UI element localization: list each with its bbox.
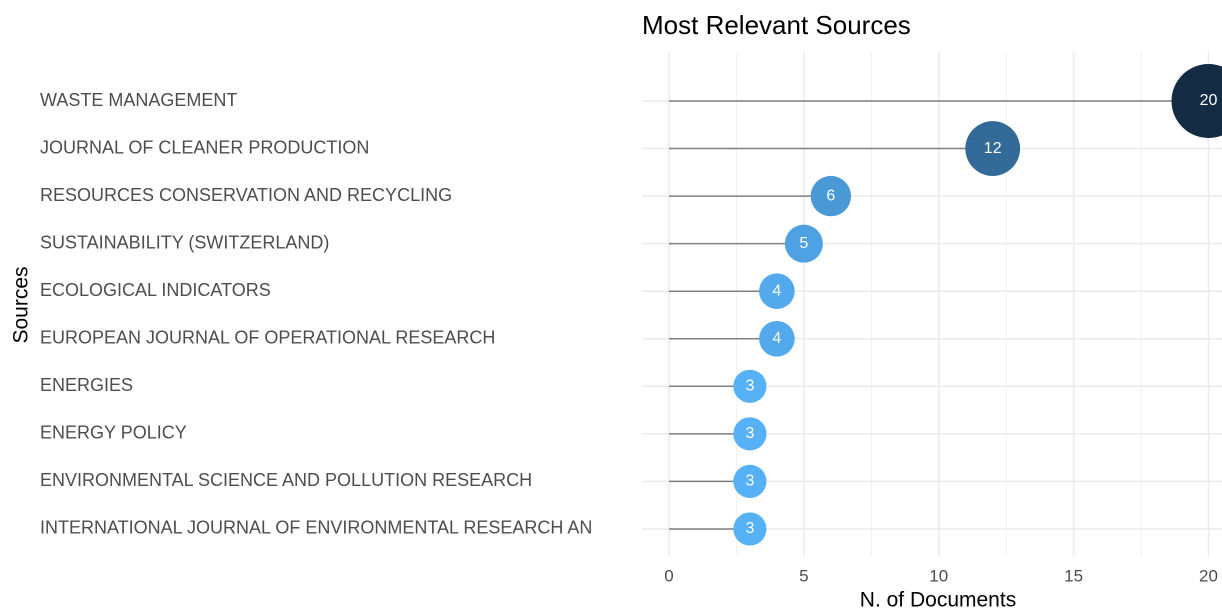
- dot: [1171, 64, 1222, 138]
- x-tick-label: 20: [1199, 566, 1218, 585]
- dot: [733, 464, 767, 498]
- dot: [784, 224, 823, 263]
- dot: [965, 121, 1021, 176]
- dot: [759, 273, 795, 310]
- value-label: 4: [772, 282, 781, 299]
- dot: [733, 417, 767, 451]
- value-label: 20: [1200, 92, 1218, 109]
- value-label: 6: [826, 187, 835, 204]
- dot: [810, 175, 852, 217]
- x-tick-label: 5: [799, 566, 808, 585]
- y-tick-label: RESOURCES CONSERVATION AND RECYCLING: [40, 185, 452, 205]
- y-tick-label: EUROPEAN JOURNAL OF OPERATIONAL RESEARCH: [40, 328, 495, 348]
- value-label: 3: [745, 378, 754, 395]
- y-tick-label: ENVIRONMENTAL SCIENCE AND POLLUTION RESE…: [40, 470, 532, 490]
- x-tick-label: 15: [1064, 566, 1083, 585]
- y-tick-label: INTERNATIONAL JOURNAL OF ENVIRONMENTAL R…: [40, 518, 592, 538]
- x-tick-label: 10: [929, 566, 948, 585]
- dot: [733, 512, 767, 546]
- value-label: 3: [745, 520, 754, 537]
- y-tick-label: ECOLOGICAL INDICATORS: [40, 280, 271, 300]
- x-tick-label: 0: [664, 566, 673, 585]
- plot-area: 20 12 6 5 4 4 3 3 3 3: [642, 52, 1222, 556]
- value-label: 4: [772, 330, 781, 347]
- value-label: 12: [984, 140, 1002, 157]
- value-label: 3: [745, 473, 754, 490]
- dot: [733, 369, 767, 403]
- x-axis-label: N. of Documents: [860, 589, 1016, 611]
- y-tick-label: ENERGIES: [40, 375, 133, 395]
- y-axis-label: Sources: [10, 266, 33, 343]
- y-tick-label: WASTE MANAGEMENT: [40, 90, 237, 110]
- y-tick-label: SUSTAINABILITY (SWITZERLAND): [40, 232, 329, 252]
- value-label: 5: [799, 235, 808, 252]
- y-tick-label: JOURNAL OF CLEANER PRODUCTION: [40, 137, 369, 157]
- y-tick-label: ENERGY POLICY: [40, 423, 187, 443]
- chart-title: Most Relevant Sources: [642, 10, 911, 40]
- value-label: 3: [745, 425, 754, 442]
- dot: [759, 320, 795, 357]
